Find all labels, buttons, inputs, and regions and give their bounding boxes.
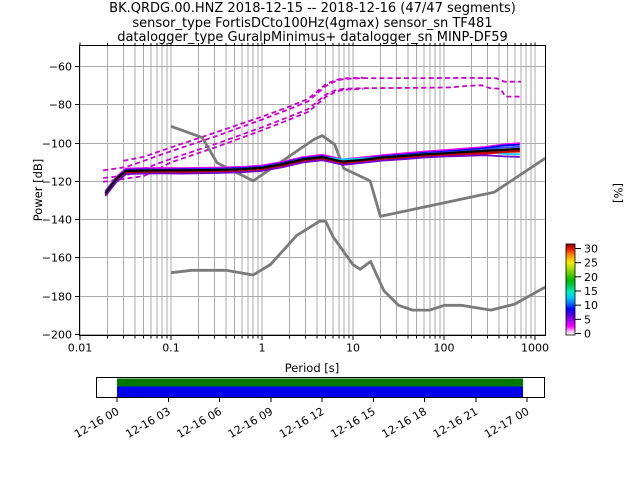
percent-axis-label: [%] <box>611 183 625 203</box>
y-tick-label: −60 <box>49 61 72 74</box>
percentile-line <box>103 77 521 172</box>
y-tick-label: −200 <box>42 329 72 342</box>
title-line-2: sensor_type FortisDCto100Hz(4gmax) senso… <box>132 15 493 31</box>
x-tick-label: 1 <box>259 342 266 355</box>
grid <box>79 45 546 336</box>
colorbar-tick-label: 25 <box>584 257 598 270</box>
ticks <box>75 42 536 340</box>
y-tick-label: −120 <box>42 176 72 189</box>
nhnm-curve <box>170 124 546 218</box>
colorbar-tick-label: 0 <box>584 328 591 341</box>
plot-title: BK.QRDG.00.HNZ 2018-12-15 -- 2018-12-16 … <box>79 1 546 46</box>
colorbar-tick-label: 10 <box>584 299 598 312</box>
timeline-tick-label: 12-16 12 <box>277 405 326 441</box>
title-line-1: BK.QRDG.00.HNZ 2018-12-15 -- 2018-12-16 … <box>109 1 516 16</box>
colorbar-tick-label: 20 <box>584 271 598 284</box>
x-tick-label: 1000 <box>521 342 549 355</box>
timeline-coverage-blue <box>117 386 523 397</box>
timeline-tick-label: 12-16 06 <box>175 405 224 441</box>
x-tick-label: 0.01 <box>68 342 93 355</box>
timeline-tick-label: 12-16 18 <box>380 405 429 441</box>
y-tick-label: −80 <box>49 99 72 112</box>
psd-segment-line <box>104 142 520 192</box>
colorbar-tick-label: 5 <box>584 313 591 326</box>
timeline-tick-label: 12-17 00 <box>482 405 531 441</box>
y-tick-label: −180 <box>42 291 72 304</box>
y-tick-label: −160 <box>42 252 72 265</box>
title-line-3: datalogger_type GuralpMinimus+ datalogge… <box>117 30 508 45</box>
timeline-tick-label: 12-16 00 <box>72 405 121 441</box>
timeline-tick-label: 12-16 21 <box>431 405 480 441</box>
plot-frame <box>79 45 546 336</box>
y-axis-label: Power [dB] <box>31 158 45 222</box>
timeline-tick-label: 12-16 03 <box>123 405 172 441</box>
y-tick-label: −100 <box>42 138 72 151</box>
percentile-line <box>123 76 364 162</box>
y-tick-label: −140 <box>42 214 72 227</box>
colorbar-frame <box>565 243 576 336</box>
psd-segment-line <box>104 149 520 196</box>
tick-labels: 0.01 0.1 1 10 100 1000 −60 −80 −100 −120 −140 −160 −… <box>42 61 549 355</box>
x-tick-label: 0.1 <box>162 342 180 355</box>
percentile-line <box>103 84 521 179</box>
timeline-coverage-green <box>117 378 523 387</box>
x-tick-label: 100 <box>434 342 455 355</box>
timeline-tick-label: 12-16 09 <box>226 405 275 441</box>
colorbar-tick-label: 15 <box>584 285 598 298</box>
x-axis-label: Period [s] <box>284 361 340 375</box>
x-tick-label: 10 <box>346 342 360 355</box>
mean-psd-line <box>104 147 520 194</box>
nlnm-curve <box>170 219 546 312</box>
timeline-tick-label: 12-16 15 <box>328 405 377 441</box>
colorbar-tick-label: 30 <box>584 243 598 256</box>
psd-segment-line <box>104 154 520 197</box>
colorbar-gradient <box>566 244 575 335</box>
percentile-line <box>103 87 364 183</box>
